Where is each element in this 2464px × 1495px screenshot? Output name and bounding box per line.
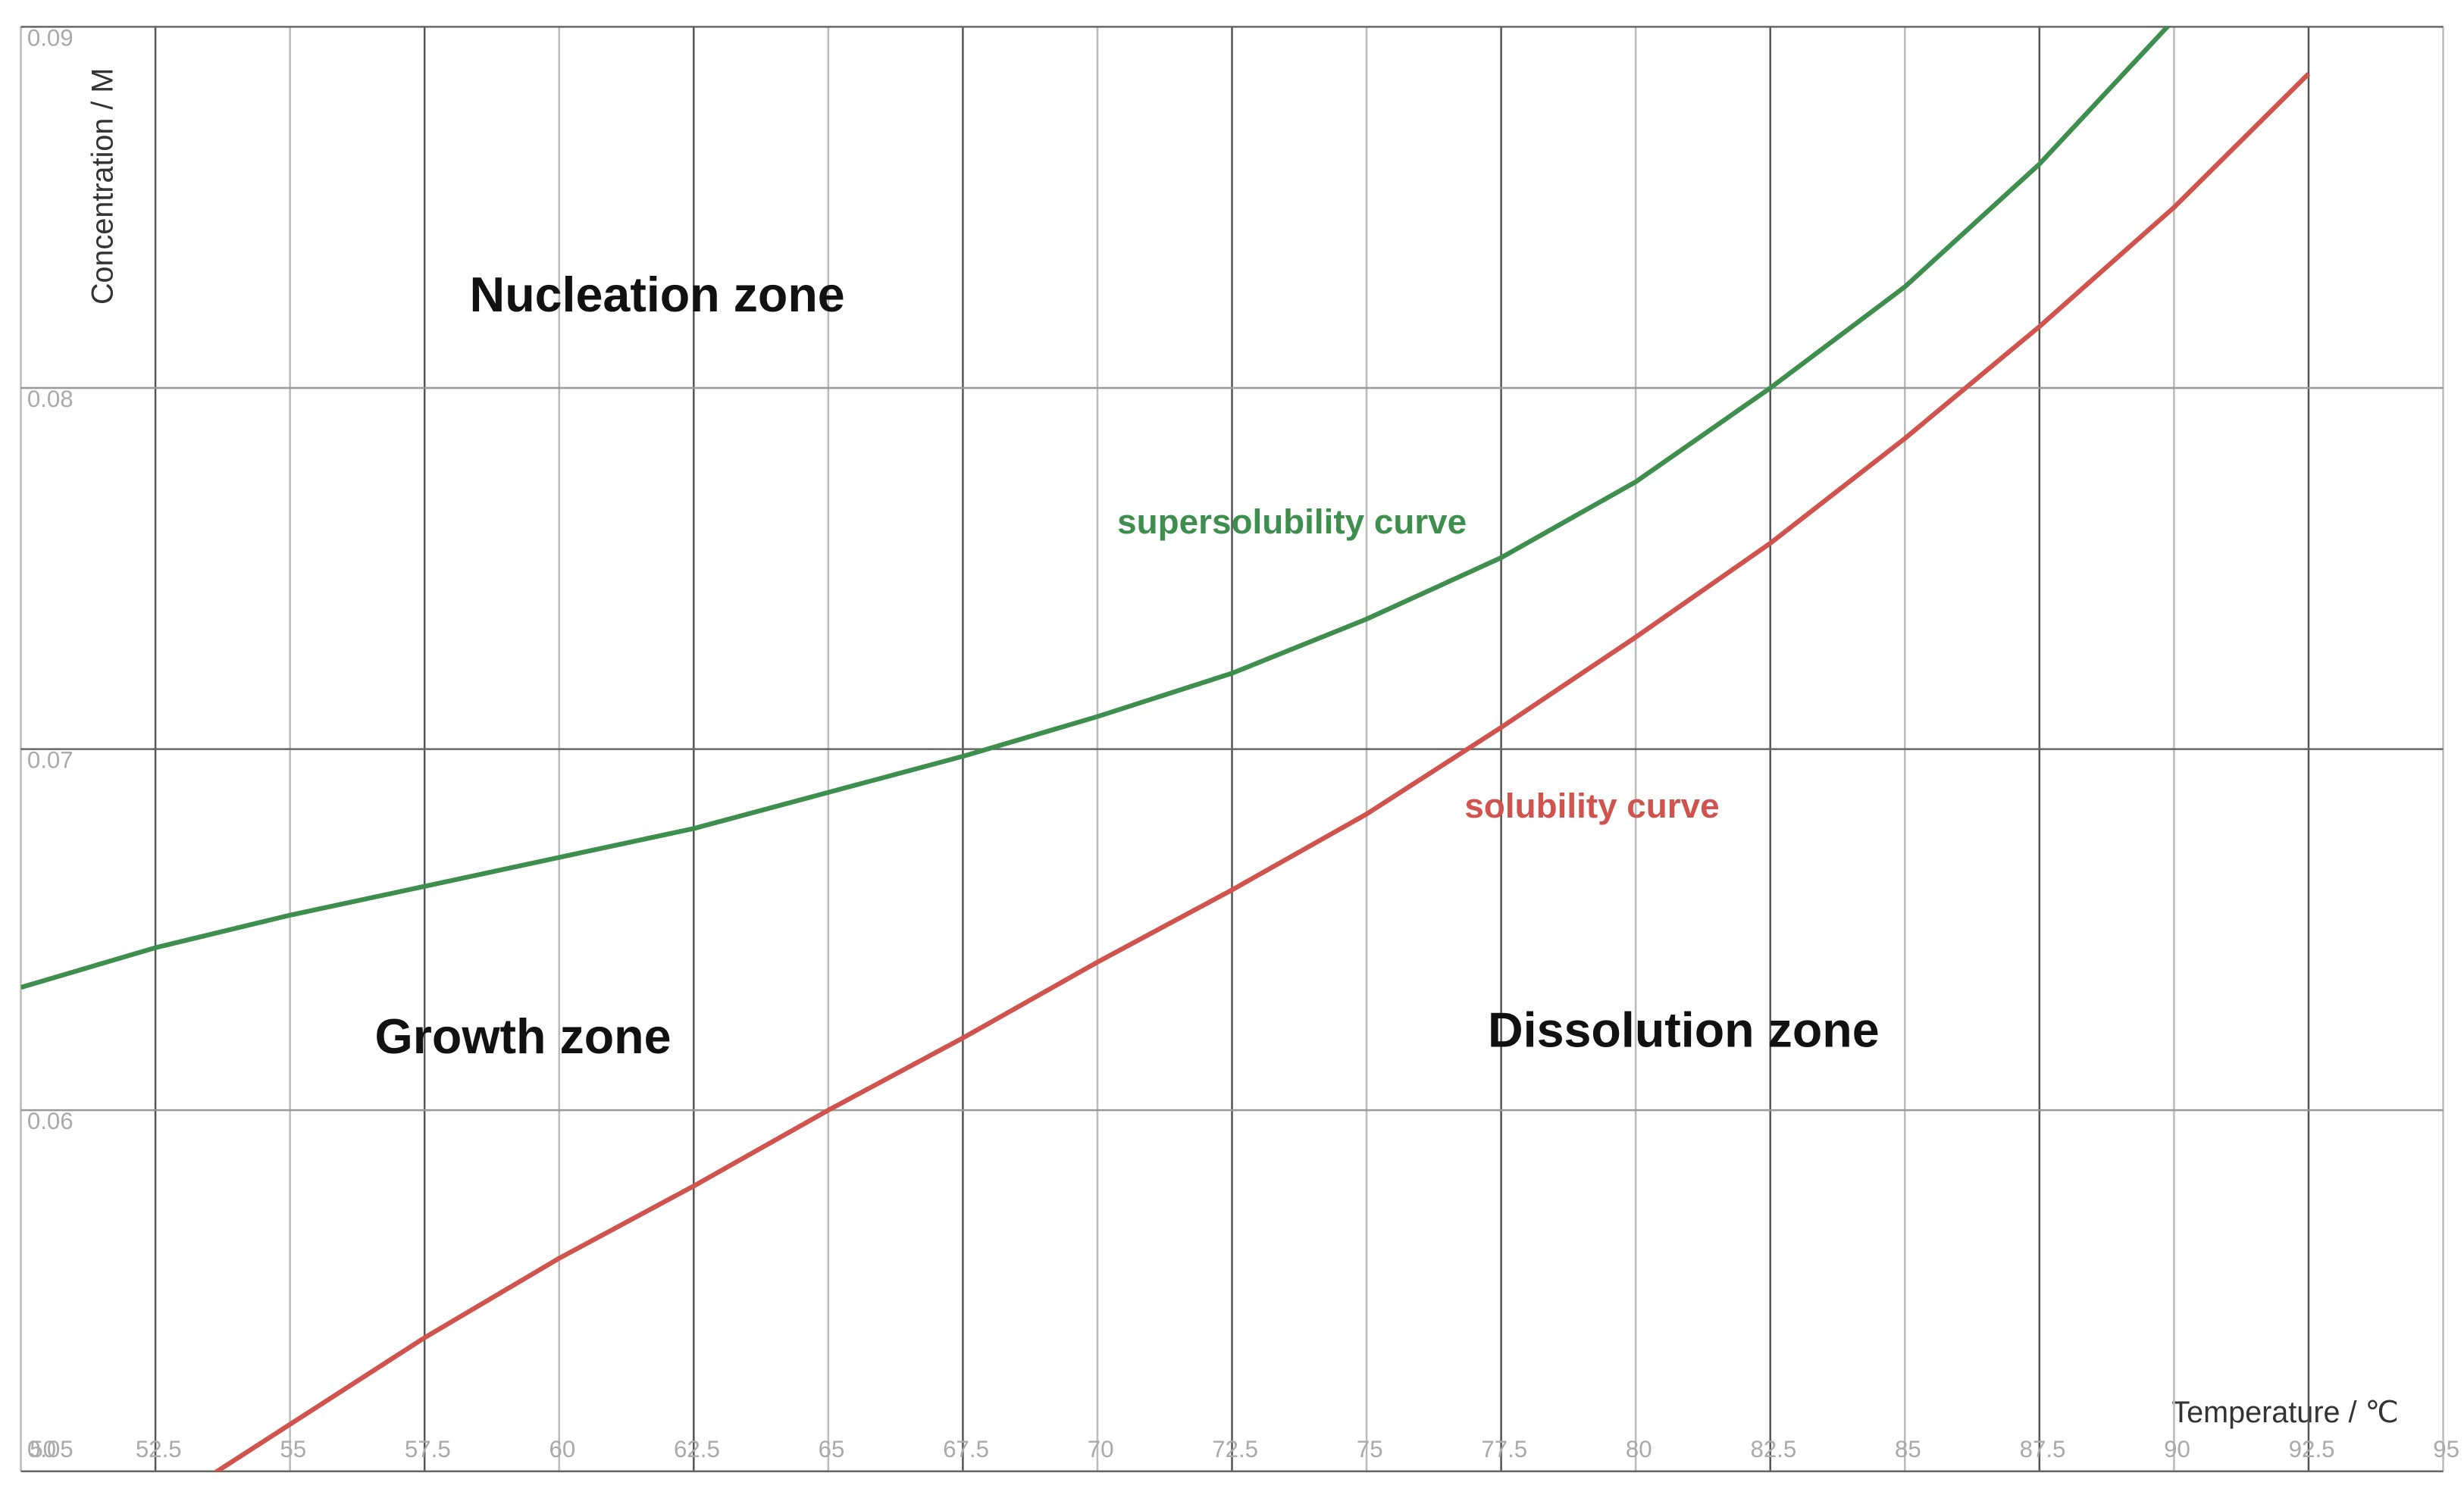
x-tick-label: 60 <box>549 1436 576 1462</box>
x-tick-label: 92.5 <box>2289 1436 2335 1462</box>
x-tick-label: 80 <box>1626 1436 1652 1462</box>
x-tick-label: 85 <box>1895 1436 1921 1462</box>
x-tick-label: 52.5 <box>136 1436 182 1462</box>
curve <box>212 72 2311 1472</box>
x-tick-label: 70 <box>1088 1436 1114 1462</box>
x-tick-label: 77.5 <box>1481 1436 1527 1462</box>
x-tick-label: 55 <box>280 1436 306 1462</box>
x-tick-label: 67.5 <box>943 1436 989 1462</box>
plot <box>20 27 2311 1472</box>
grid <box>20 26 2444 1472</box>
x-tick-label: 87.5 <box>2020 1436 2066 1462</box>
x-tick-label: 75 <box>1357 1436 1383 1462</box>
series-label: solubility curve <box>1464 787 1719 825</box>
x-tick-label: 62.5 <box>674 1436 720 1462</box>
y-tick-label: 0.05 <box>27 1436 74 1462</box>
x-tick-label: 50 <box>30 1436 56 1462</box>
curve <box>20 27 2171 990</box>
x-tick-label: 65 <box>819 1436 845 1462</box>
zone-label: Growth zone <box>375 1009 672 1064</box>
x-tick-label: 95 <box>2433 1436 2459 1462</box>
x-tick-label: 90 <box>2164 1436 2190 1462</box>
zone-label: Dissolution zone <box>1488 1003 1880 1058</box>
x-tick-label: 72.5 <box>1212 1436 1258 1462</box>
x-axis-label: Temperature / ℃ <box>2171 1396 2399 1429</box>
y-axis-label: Concentration / M <box>86 68 119 305</box>
series-label: supersolubility curve <box>1117 502 1467 541</box>
y-tick-label: 0.09 <box>27 24 74 51</box>
zone-label: Nucleation zone <box>470 267 845 322</box>
y-tick-label: 0.06 <box>27 1108 74 1134</box>
y-tick-label: 0.08 <box>27 386 74 412</box>
x-tick-label: 57.5 <box>405 1436 451 1462</box>
x-tick-label: 82.5 <box>1750 1436 1796 1462</box>
y-tick-label: 0.07 <box>27 747 74 774</box>
